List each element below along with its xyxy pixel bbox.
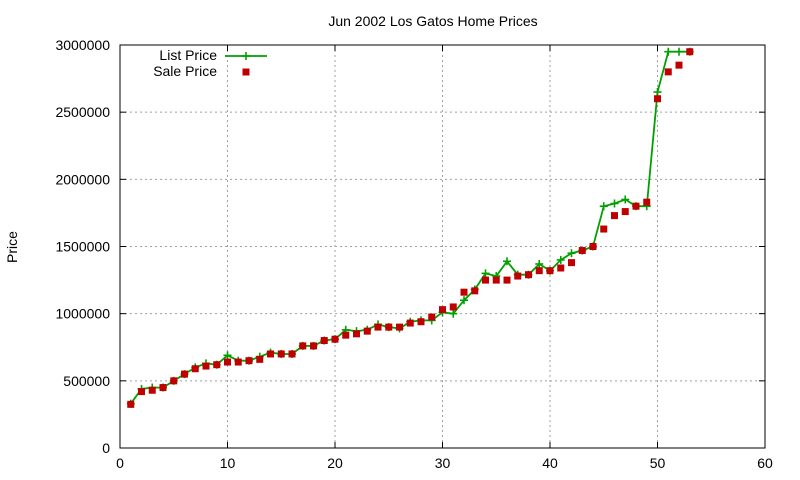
sale-price-point [277, 350, 285, 358]
axis-ticks: 0 10 20 30 40 50 60 0 500000 1000000 1500000 200000… [55, 37, 773, 471]
sale-price-point [460, 288, 468, 296]
sale-price-point [234, 358, 242, 366]
sale-price-point [342, 331, 350, 339]
sale-price-point [482, 276, 489, 284]
sale-price-point [299, 342, 307, 350]
sale-price-point [267, 350, 274, 358]
sale-price-point [353, 330, 360, 338]
sale-price-point [492, 276, 500, 284]
sale-price-point [686, 48, 694, 56]
list-price-point [535, 259, 544, 268]
sale-price-point [503, 276, 511, 284]
y-tick-label: 500000 [63, 373, 110, 389]
y-tick-label: 2500000 [55, 104, 110, 120]
sale-price-point [191, 365, 199, 373]
legend-label-list-price: List Price [159, 47, 217, 63]
sale-price-point [417, 318, 425, 326]
series-layer [126, 47, 694, 408]
sale-price-point [578, 247, 586, 255]
sale-price-point [439, 306, 446, 314]
sale-price-point [471, 287, 479, 295]
sale-price-point [256, 355, 264, 363]
x-tick-label: 40 [542, 455, 558, 471]
list-price-point [223, 351, 232, 360]
y-tick-label: 3000000 [55, 37, 110, 53]
list-price-point [556, 255, 565, 264]
list-price-point [449, 309, 458, 318]
list-price-point [567, 249, 576, 258]
sale-price-point [664, 68, 672, 76]
list-price-point [599, 202, 608, 211]
sale-price-point [654, 95, 661, 103]
legend-label-sale-price: Sale Price [153, 63, 217, 79]
legend-marker-sale-price [242, 68, 250, 76]
x-tick-label: 0 [116, 455, 124, 471]
sale-price-point [170, 377, 178, 385]
sale-price-point [159, 384, 167, 392]
sale-price-point [525, 271, 532, 279]
sale-price-point [632, 202, 640, 210]
y-tick-label: 1500000 [55, 239, 110, 255]
sale-price-point [148, 386, 156, 394]
sale-price-point [331, 335, 339, 343]
x-tick-label: 50 [650, 455, 666, 471]
list-price-point [481, 269, 490, 278]
plot-frame [119, 44, 766, 449]
x-tick-label: 30 [435, 455, 451, 471]
list-price-point [675, 47, 683, 56]
list-price-point [653, 88, 662, 97]
sale-price-point [385, 323, 393, 331]
sale-price-point [546, 267, 554, 275]
sale-price-point [406, 319, 414, 327]
list-price-point [664, 47, 673, 56]
sale-price-point [202, 362, 210, 370]
list-price-point [621, 195, 630, 204]
x-tick-label: 10 [220, 455, 236, 471]
list-price-point [460, 296, 468, 305]
sale-price-point [396, 323, 403, 331]
sale-price-point [611, 212, 618, 220]
y-tick-label: 1000000 [55, 306, 110, 322]
y-axis-label: Price [4, 231, 20, 263]
y-tick-label: 2000000 [55, 171, 110, 187]
list-price-point [503, 257, 511, 266]
x-tick-label: 20 [327, 455, 343, 471]
x-tick-label: 60 [757, 455, 773, 471]
y-tick-label: 0 [102, 440, 110, 456]
sale-price-point [363, 327, 371, 335]
sale-price-point [127, 400, 135, 408]
sale-price-point [138, 388, 145, 396]
list-price-point [610, 199, 619, 208]
sale-price-point [621, 208, 629, 216]
sale-price-point [675, 61, 683, 69]
sale-price-point [245, 357, 253, 365]
sale-price-point [589, 243, 597, 250]
sale-price-point [535, 267, 543, 275]
sale-price-point [310, 342, 317, 350]
chart-title: Jun 2002 Los Gatos Home Prices [328, 13, 537, 29]
sale-price-point [320, 337, 328, 345]
sale-price-point [568, 259, 575, 267]
sale-price-point [600, 225, 608, 233]
sale-price-point [213, 361, 221, 369]
sale-price-point [514, 272, 522, 280]
sale-price-point [374, 323, 382, 331]
sale-price-point [557, 264, 565, 272]
sale-price-point [224, 358, 231, 366]
sale-price-point [449, 303, 457, 311]
sale-price-point [428, 313, 436, 321]
sale-price-point [288, 350, 296, 358]
sale-price-point [643, 198, 651, 206]
sale-price-point [181, 370, 188, 378]
grid-lines [120, 45, 765, 448]
